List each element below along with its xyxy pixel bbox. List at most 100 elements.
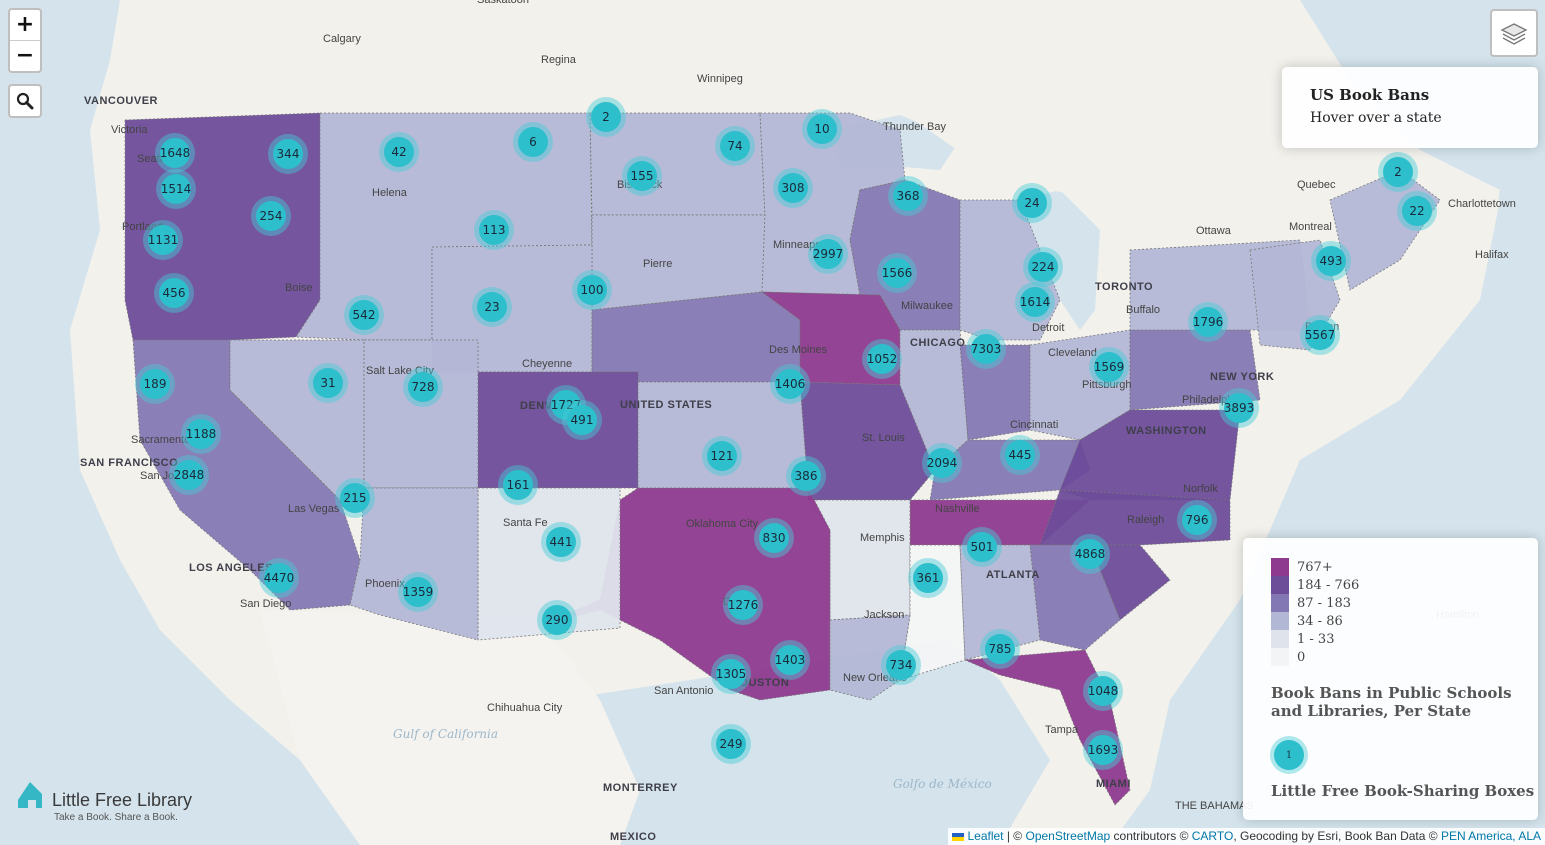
place-label: NEW YORK <box>1210 371 1274 383</box>
place-label: Memphis <box>860 532 905 544</box>
layers-button[interactable] <box>1490 9 1538 57</box>
cluster-marker[interactable]: 1052 <box>862 339 902 379</box>
cluster-marker[interactable]: 3893 <box>1219 388 1259 428</box>
state-shape[interactable] <box>477 487 621 641</box>
cluster-marker[interactable]: 2 <box>1378 152 1418 192</box>
cluster-marker[interactable]: 121 <box>702 436 742 476</box>
cluster-marker[interactable]: 254 <box>251 196 291 236</box>
cluster-marker[interactable]: 1131 <box>143 220 183 260</box>
state-shape[interactable] <box>349 487 479 641</box>
cluster-marker[interactable]: 796 <box>1177 500 1217 540</box>
cluster-marker[interactable]: 1693 <box>1083 730 1123 770</box>
cluster-marker[interactable]: 4868 <box>1070 534 1110 574</box>
cluster-marker[interactable]: 249 <box>711 724 751 764</box>
osm-link[interactable]: OpenStreetMap <box>1025 829 1111 843</box>
cluster-count: 224 <box>1032 260 1055 274</box>
cluster-count: 23 <box>484 300 499 314</box>
state-shape[interactable] <box>1039 489 1231 546</box>
state-shape[interactable] <box>959 344 1031 441</box>
cluster-marker[interactable]: 1406 <box>770 364 810 404</box>
cluster-marker[interactable]: 501 <box>962 527 1002 567</box>
cluster-marker[interactable]: 386 <box>786 456 826 496</box>
pen-america-link[interactable]: PEN America, ALA <box>1440 829 1541 843</box>
cluster-marker[interactable]: 1305 <box>711 654 751 694</box>
cluster-marker[interactable]: 161 <box>498 465 538 505</box>
cluster-marker[interactable]: 23 <box>472 287 512 327</box>
cluster-marker[interactable]: 441 <box>541 522 581 562</box>
cluster-marker[interactable]: 1048 <box>1083 671 1123 711</box>
cluster-marker[interactable]: 344 <box>268 134 308 174</box>
cluster-marker[interactable]: 1569 <box>1089 347 1129 387</box>
cluster-marker[interactable]: 155 <box>622 156 662 196</box>
cluster-marker[interactable]: 2094 <box>922 443 962 483</box>
cluster-count: 4470 <box>264 571 295 585</box>
cluster-marker[interactable]: 1566 <box>877 253 917 293</box>
cluster-marker[interactable]: 1648 <box>155 133 195 173</box>
state-shape[interactable] <box>1089 544 1171 621</box>
zoom-in-button[interactable]: + <box>10 10 40 41</box>
cluster-marker[interactable]: 7303 <box>966 329 1006 369</box>
cluster-marker[interactable]: 728 <box>403 367 443 407</box>
state-shape[interactable] <box>363 339 479 489</box>
cluster-marker[interactable]: 74 <box>715 126 755 166</box>
cluster-count: 1648 <box>160 146 191 160</box>
cluster-marker[interactable]: 830 <box>754 518 794 558</box>
cluster-marker[interactable]: 6 <box>513 122 553 162</box>
cluster-marker[interactable]: 2997 <box>808 234 848 274</box>
place-label: Jackson <box>864 609 904 621</box>
carto-link[interactable]: CARTO <box>1191 829 1234 843</box>
place-label: Calgary <box>323 33 361 45</box>
state-shape[interactable] <box>132 339 361 611</box>
place-label: Buffalo <box>1126 304 1160 316</box>
state-shape[interactable] <box>829 614 911 701</box>
search-button[interactable] <box>8 84 42 118</box>
cluster-marker[interactable]: 445 <box>1000 435 1040 475</box>
cluster-marker[interactable]: 189 <box>135 364 175 404</box>
cluster-marker[interactable]: 1514 <box>156 169 196 209</box>
cluster-marker[interactable]: 290 <box>537 600 577 640</box>
cluster-marker[interactable]: 456 <box>154 273 194 313</box>
legend-cluster-title: Little Free Book-Sharing Boxes <box>1271 782 1535 800</box>
cluster-marker[interactable]: 491 <box>562 400 602 440</box>
cluster-marker[interactable]: 31 <box>308 363 348 403</box>
cluster-marker[interactable]: 10 <box>802 109 842 149</box>
cluster-marker[interactable]: 100 <box>572 270 612 310</box>
legend-class-row: 87 - 183 <box>1271 594 1351 612</box>
legend-swatch <box>1271 594 1289 612</box>
state-shape[interactable] <box>849 179 961 331</box>
cluster-marker[interactable]: 1188 <box>181 414 221 454</box>
cluster-marker[interactable]: 4470 <box>259 558 299 598</box>
cluster-count: 290 <box>546 613 569 627</box>
cluster-marker[interactable]: 5567 <box>1300 315 1340 355</box>
cluster-marker[interactable]: 1403 <box>770 640 810 680</box>
cluster-marker[interactable]: 215 <box>335 478 375 518</box>
cluster-count: 542 <box>353 308 376 322</box>
cluster-marker[interactable]: 224 <box>1023 247 1063 287</box>
cluster-marker[interactable]: 1614 <box>1015 282 1055 322</box>
cluster-marker[interactable]: 308 <box>773 168 813 208</box>
cluster-marker[interactable]: 542 <box>344 295 384 335</box>
cluster-marker[interactable]: 1796 <box>1188 302 1228 342</box>
legend-class-label: 34 - 86 <box>1297 613 1343 629</box>
leaflet-link[interactable]: Leaflet <box>967 829 1004 843</box>
cluster-marker[interactable]: 361 <box>908 558 948 598</box>
legend-swatch <box>1271 648 1289 666</box>
cluster-marker[interactable]: 2 <box>586 97 626 137</box>
cluster-marker[interactable]: 113 <box>474 210 514 250</box>
state-shape[interactable] <box>1059 409 1241 501</box>
cluster-marker[interactable]: 24 <box>1012 183 1052 223</box>
cluster-marker[interactable]: 2848 <box>169 455 209 495</box>
cluster-marker[interactable]: 368 <box>888 176 928 216</box>
cluster-marker[interactable]: 493 <box>1311 241 1351 281</box>
place-label: ATLANTA <box>986 569 1040 581</box>
state-shape[interactable] <box>295 112 593 341</box>
cluster-marker[interactable]: 1276 <box>723 585 763 625</box>
zoom-out-button[interactable]: − <box>15 43 35 68</box>
cluster-marker[interactable]: 22 <box>1397 191 1437 231</box>
cluster-marker[interactable]: 734 <box>881 645 921 685</box>
cluster-marker[interactable]: 785 <box>980 629 1020 669</box>
cluster-marker[interactable]: 42 <box>379 132 419 172</box>
cluster-marker[interactable]: 1359 <box>398 572 438 612</box>
cluster-count: 386 <box>795 469 818 483</box>
